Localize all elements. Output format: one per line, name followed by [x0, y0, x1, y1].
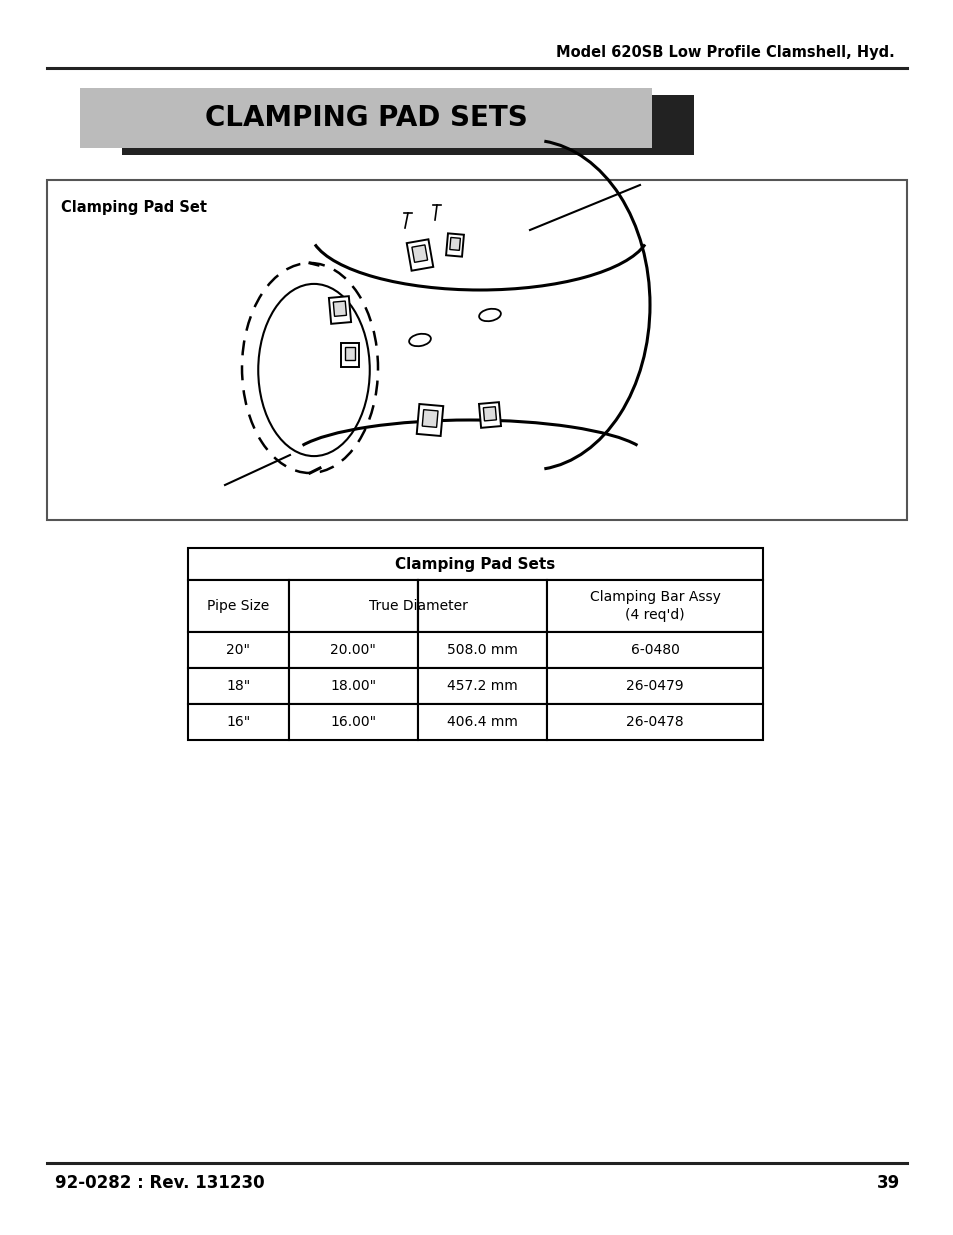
Text: CLAMPING PAD SETS: CLAMPING PAD SETS	[204, 104, 527, 132]
Text: 20.00": 20.00"	[330, 643, 375, 657]
FancyBboxPatch shape	[188, 704, 289, 740]
Bar	[483, 406, 496, 421]
FancyBboxPatch shape	[80, 88, 651, 148]
FancyBboxPatch shape	[289, 580, 417, 632]
FancyBboxPatch shape	[188, 632, 289, 668]
FancyBboxPatch shape	[417, 580, 547, 632]
FancyBboxPatch shape	[47, 180, 906, 520]
FancyBboxPatch shape	[547, 580, 762, 632]
Bar	[478, 403, 500, 427]
Text: Clamping Pad Sets: Clamping Pad Sets	[395, 557, 555, 572]
Text: True Diameter: True Diameter	[368, 599, 467, 613]
FancyBboxPatch shape	[547, 632, 762, 668]
Bar	[449, 237, 460, 251]
Text: 26-0479: 26-0479	[626, 679, 683, 693]
Bar	[333, 301, 346, 316]
Text: 20": 20"	[226, 643, 250, 657]
Text: 26-0478: 26-0478	[626, 715, 683, 729]
Ellipse shape	[409, 333, 431, 346]
Bar	[344, 347, 355, 361]
FancyBboxPatch shape	[547, 704, 762, 740]
Text: 6-0480: 6-0480	[630, 643, 679, 657]
Text: Pipe Size: Pipe Size	[207, 599, 269, 613]
FancyBboxPatch shape	[417, 704, 547, 740]
Text: 16": 16"	[226, 715, 251, 729]
Text: 457.2 mm: 457.2 mm	[447, 679, 517, 693]
Text: 16.00": 16.00"	[330, 715, 376, 729]
FancyBboxPatch shape	[188, 548, 762, 580]
FancyBboxPatch shape	[122, 95, 693, 156]
Text: Clamping Pad Set: Clamping Pad Set	[61, 200, 207, 215]
Text: 39: 39	[876, 1174, 899, 1192]
Text: Clamping Bar Assy
(4 req'd): Clamping Bar Assy (4 req'd)	[589, 590, 720, 622]
FancyBboxPatch shape	[289, 704, 417, 740]
FancyBboxPatch shape	[188, 580, 289, 632]
Ellipse shape	[478, 309, 500, 321]
FancyBboxPatch shape	[289, 668, 417, 704]
FancyBboxPatch shape	[417, 668, 547, 704]
Bar	[329, 296, 351, 324]
Text: Model 620SB Low Profile Clamshell, Hyd.: Model 620SB Low Profile Clamshell, Hyd.	[556, 44, 894, 59]
Bar	[446, 233, 463, 257]
FancyBboxPatch shape	[188, 668, 289, 704]
Bar	[412, 245, 427, 262]
Text: 92-0282 : Rev. 131230: 92-0282 : Rev. 131230	[55, 1174, 264, 1192]
Bar	[416, 404, 443, 436]
FancyBboxPatch shape	[417, 632, 547, 668]
Bar	[422, 410, 437, 427]
Text: 18": 18"	[226, 679, 251, 693]
FancyBboxPatch shape	[547, 668, 762, 704]
Text: 508.0 mm: 508.0 mm	[447, 643, 517, 657]
Text: 18.00": 18.00"	[330, 679, 376, 693]
FancyBboxPatch shape	[289, 632, 417, 668]
Bar	[340, 343, 358, 367]
Bar	[406, 240, 433, 270]
Text: 406.4 mm: 406.4 mm	[447, 715, 517, 729]
